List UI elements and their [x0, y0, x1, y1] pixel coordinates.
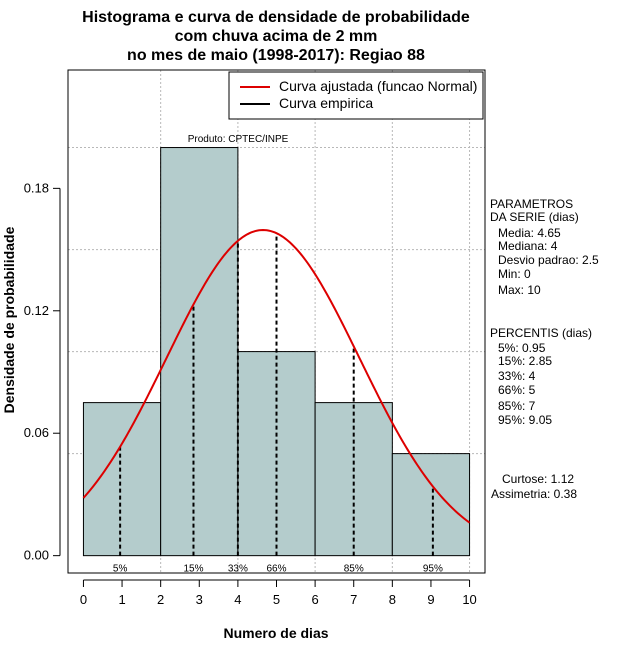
normal-curve-group [82, 229, 471, 524]
histogram-bar-1 [160, 147, 239, 557]
x-tick-label-9: 9 [427, 592, 434, 607]
percentile-label-0: 5% [113, 564, 128, 575]
percentile-label-4: 85% [344, 564, 364, 575]
legend: Curva ajustada (funcao Normal) Curva emp… [228, 71, 484, 120]
percentile-lines [119, 233, 434, 556]
y-tick-label-2: 0.12 [24, 303, 49, 318]
x-axis: 0 1 2 3 4 5 6 7 8 9 10 [80, 579, 477, 607]
percentile-label-1: 15% [183, 564, 203, 575]
legend-box [228, 71, 484, 120]
plot-frame [67, 69, 486, 574]
x-tick-label-8: 8 [389, 592, 396, 607]
percentile-label-3: 66% [266, 564, 286, 575]
param-max: Max: 10 [498, 283, 541, 297]
stat-curtose: Curtose: 1.12 [502, 472, 574, 486]
legend-label-empirical: Curva empirica [279, 95, 373, 111]
x-axis-label: Numero de dias [223, 625, 328, 641]
param-heading: PARAMETROS [490, 197, 573, 211]
y-tick-label-0: 0.00 [24, 548, 49, 563]
percentile-labels: 5% 15% 33% 66% 85% 95% [113, 564, 443, 575]
x-tick-label-2: 2 [157, 592, 164, 607]
percentil-15: 15%: 2.85 [498, 354, 552, 368]
param-min: Min: 0 [498, 267, 531, 281]
x-tick-label-0: 0 [80, 592, 87, 607]
param-mediana: Mediana: 4 [498, 239, 558, 253]
x-tick-label-6: 6 [311, 592, 318, 607]
stat-assimetria: Assimetria: 0.38 [491, 487, 577, 501]
percentile-label-2: 33% [228, 564, 248, 575]
chart-title-group: Histograma e curva de densidade de proba… [82, 9, 470, 64]
param-media: Media: 4.65 [498, 226, 561, 240]
chart-title-line-2: com chuva acima de 2 mm [175, 28, 378, 45]
chart-title-line-1: Histograma e curva de densidade de proba… [82, 9, 470, 26]
side-panel: PARAMETROS DA SERIE (dias) Media: 4.65 M… [490, 197, 599, 501]
percentil-5: 5%: 0.95 [498, 341, 546, 355]
y-axis-label: Densidade de probabilidade [1, 226, 17, 413]
x-tick-label-1: 1 [118, 592, 125, 607]
percentis-heading: PERCENTIS (dias) [490, 326, 592, 340]
x-tick-label-4: 4 [234, 592, 241, 607]
y-axis: 0.00 0.06 0.12 0.18 [24, 180, 61, 563]
y-tick-label-1: 0.06 [24, 425, 49, 440]
normal-curve [82, 229, 471, 524]
param-heading-2: DA SERIE (dias) [490, 210, 579, 224]
percentile-label-5: 95% [423, 564, 443, 575]
y-tick-label-3: 0.18 [24, 180, 49, 195]
legend-label-normal: Curva ajustada (funcao Normal) [279, 78, 477, 94]
percentil-66: 66%: 5 [498, 383, 536, 397]
percentil-33: 33%: 4 [498, 369, 536, 383]
source-note: Produto: CPTEC/INPE [188, 134, 289, 145]
histogram-bar-4 [391, 453, 471, 557]
x-tick-label-3: 3 [196, 592, 203, 607]
chart-title-line-3: no mes de maio (1998-2017): Regiao 88 [127, 47, 425, 64]
param-desvio: Desvio padrao: 2.5 [498, 253, 599, 267]
histogram-bar-0 [82, 402, 162, 557]
x-tick-label-10: 10 [462, 592, 476, 607]
percentil-85: 85%: 7 [498, 399, 536, 413]
percentil-95: 95%: 9.05 [498, 413, 552, 427]
x-tick-label-7: 7 [350, 592, 357, 607]
x-tick-label-5: 5 [273, 592, 280, 607]
